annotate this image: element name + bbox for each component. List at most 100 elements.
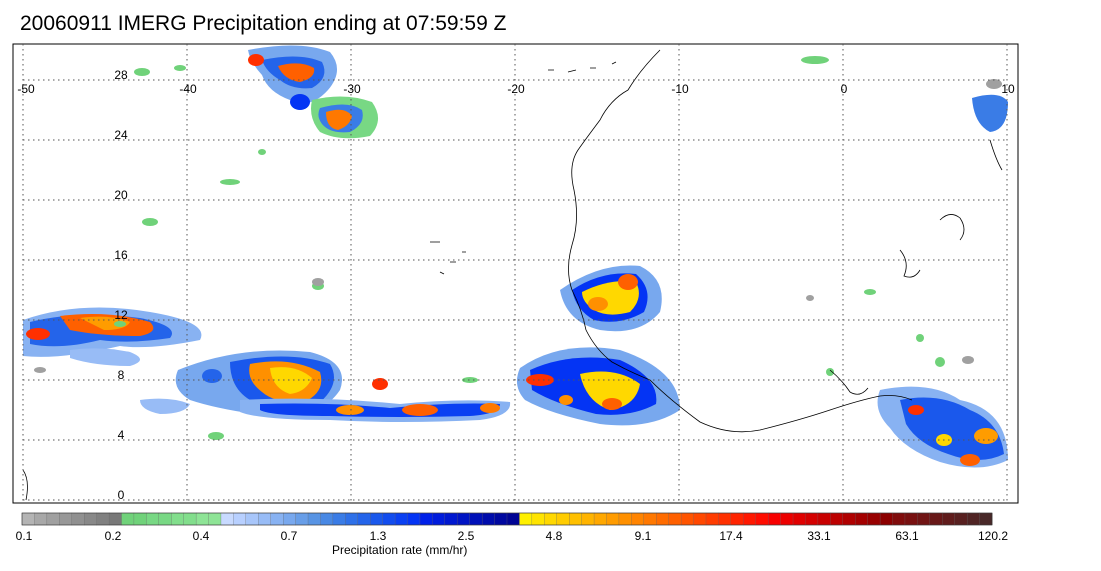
colorbar-swatch [792, 512, 806, 526]
lat-label: 20 [114, 188, 128, 202]
colorbar-swatch [680, 512, 694, 526]
colorbar-swatch [842, 512, 856, 526]
lat-label: 16 [114, 248, 128, 262]
colorbar-swatch [631, 512, 645, 526]
colorbar-swatch [519, 512, 533, 526]
colorbar-frame [21, 512, 993, 526]
colorbar-swatch [34, 512, 48, 526]
colorbar-tick-label: 0.1 [16, 529, 33, 543]
colorbar-swatch [183, 512, 197, 526]
colorbar-swatch [295, 512, 309, 526]
colorbar-swatch [656, 512, 670, 526]
colorbar-swatch [830, 512, 844, 526]
colorbar-tick-label: 17.4 [719, 529, 743, 543]
colorbar-swatch [307, 512, 321, 526]
lon-label: -50 [17, 82, 35, 96]
colorbar-tick-label: 1.3 [370, 529, 387, 543]
lon-label: -40 [179, 82, 197, 96]
lon-label: -10 [671, 82, 689, 96]
colorbar-swatch [282, 512, 297, 526]
colorbar-swatch [270, 512, 284, 526]
colorbar-swatch [382, 512, 396, 526]
colorbar-swatch [357, 512, 371, 526]
colorbar-swatch [544, 512, 558, 526]
colorbar-swatch [370, 512, 384, 526]
colorbar-swatch [606, 512, 620, 526]
colorbar-swatch [494, 512, 508, 526]
colorbar-swatch [954, 512, 968, 526]
colorbar-swatch [407, 512, 421, 526]
colorbar-swatch [569, 512, 583, 526]
precipitation-field [23, 45, 1008, 468]
colorbar-swatch [108, 512, 122, 526]
colorbar-swatch [146, 512, 160, 526]
colorbar-swatch [855, 512, 869, 526]
colorbar-swatch [942, 512, 956, 526]
colorbar-swatch [805, 512, 819, 526]
colorbar-swatch [245, 512, 259, 526]
colorbar-swatch [693, 512, 707, 526]
colorbar-swatch [581, 512, 595, 526]
colorbar-swatch [96, 512, 110, 526]
colorbar-tick-label: 63.1 [895, 529, 919, 543]
colorbar-tick-label: 120.2 [978, 529, 1008, 543]
colorbar: 0.1 0.2 0.4 0.7 1.3 2.5 4.8 9.1 17.4 33.… [16, 512, 1008, 543]
lon-label: -20 [507, 82, 525, 96]
gridlines [22, 44, 1008, 503]
colorbar-swatch [444, 512, 458, 526]
colorbar-swatch [71, 512, 85, 526]
colorbar-tick-label: 9.1 [635, 529, 652, 543]
lat-label: 12 [114, 308, 128, 322]
colorbar-swatch [879, 512, 893, 526]
colorbar-swatch [46, 512, 60, 526]
colorbar-swatches [21, 512, 993, 526]
colorbar-swatch [506, 512, 520, 526]
colorbar-swatch [457, 512, 471, 526]
colorbar-swatch [432, 512, 446, 526]
colorbar-swatch [320, 512, 334, 526]
colorbar-swatch [208, 512, 222, 526]
coastline [23, 49, 1003, 501]
colorbar-swatch [556, 512, 570, 526]
colorbar-swatch [133, 512, 147, 526]
colorbar-swatch [419, 512, 433, 526]
colorbar-swatch [84, 512, 98, 526]
colorbar-swatch [867, 512, 881, 526]
colorbar-swatch [220, 512, 234, 526]
lat-label: 24 [114, 128, 128, 142]
colorbar-swatch [730, 512, 744, 526]
lon-label: 0 [841, 82, 848, 96]
colorbar-swatch [780, 512, 794, 526]
colorbar-swatch [668, 512, 682, 526]
lon-label: 10 [1001, 82, 1015, 96]
colorbar-swatch [618, 512, 632, 526]
colorbar-swatch [929, 512, 943, 526]
colorbar-label: Precipitation rate (mm/hr) [332, 543, 468, 557]
colorbar-swatch [394, 512, 408, 526]
colorbar-swatch [768, 512, 782, 526]
colorbar-swatch [332, 512, 346, 526]
colorbar-swatch [258, 512, 272, 526]
colorbar-swatch [643, 512, 657, 526]
colorbar-swatch [904, 512, 918, 526]
colorbar-swatch [121, 512, 135, 526]
colorbar-swatch [743, 512, 757, 526]
lat-label: 0 [118, 488, 125, 502]
colorbar-swatch [979, 512, 993, 526]
lat-label: 28 [114, 68, 128, 82]
colorbar-swatch [593, 512, 607, 526]
colorbar-swatch [755, 512, 769, 526]
colorbar-swatch [171, 512, 185, 526]
colorbar-swatch [966, 512, 981, 526]
colorbar-tick-label: 0.7 [281, 529, 298, 543]
lat-label: 4 [118, 428, 125, 442]
colorbar-swatch [21, 512, 35, 526]
colorbar-tick-label: 0.2 [105, 529, 122, 543]
colorbar-swatch [195, 512, 209, 526]
colorbar-swatch [917, 512, 931, 526]
colorbar-swatch [718, 512, 732, 526]
colorbar-tick-label: 2.5 [458, 529, 475, 543]
colorbar-swatch [158, 512, 172, 526]
colorbar-swatch [817, 512, 831, 526]
